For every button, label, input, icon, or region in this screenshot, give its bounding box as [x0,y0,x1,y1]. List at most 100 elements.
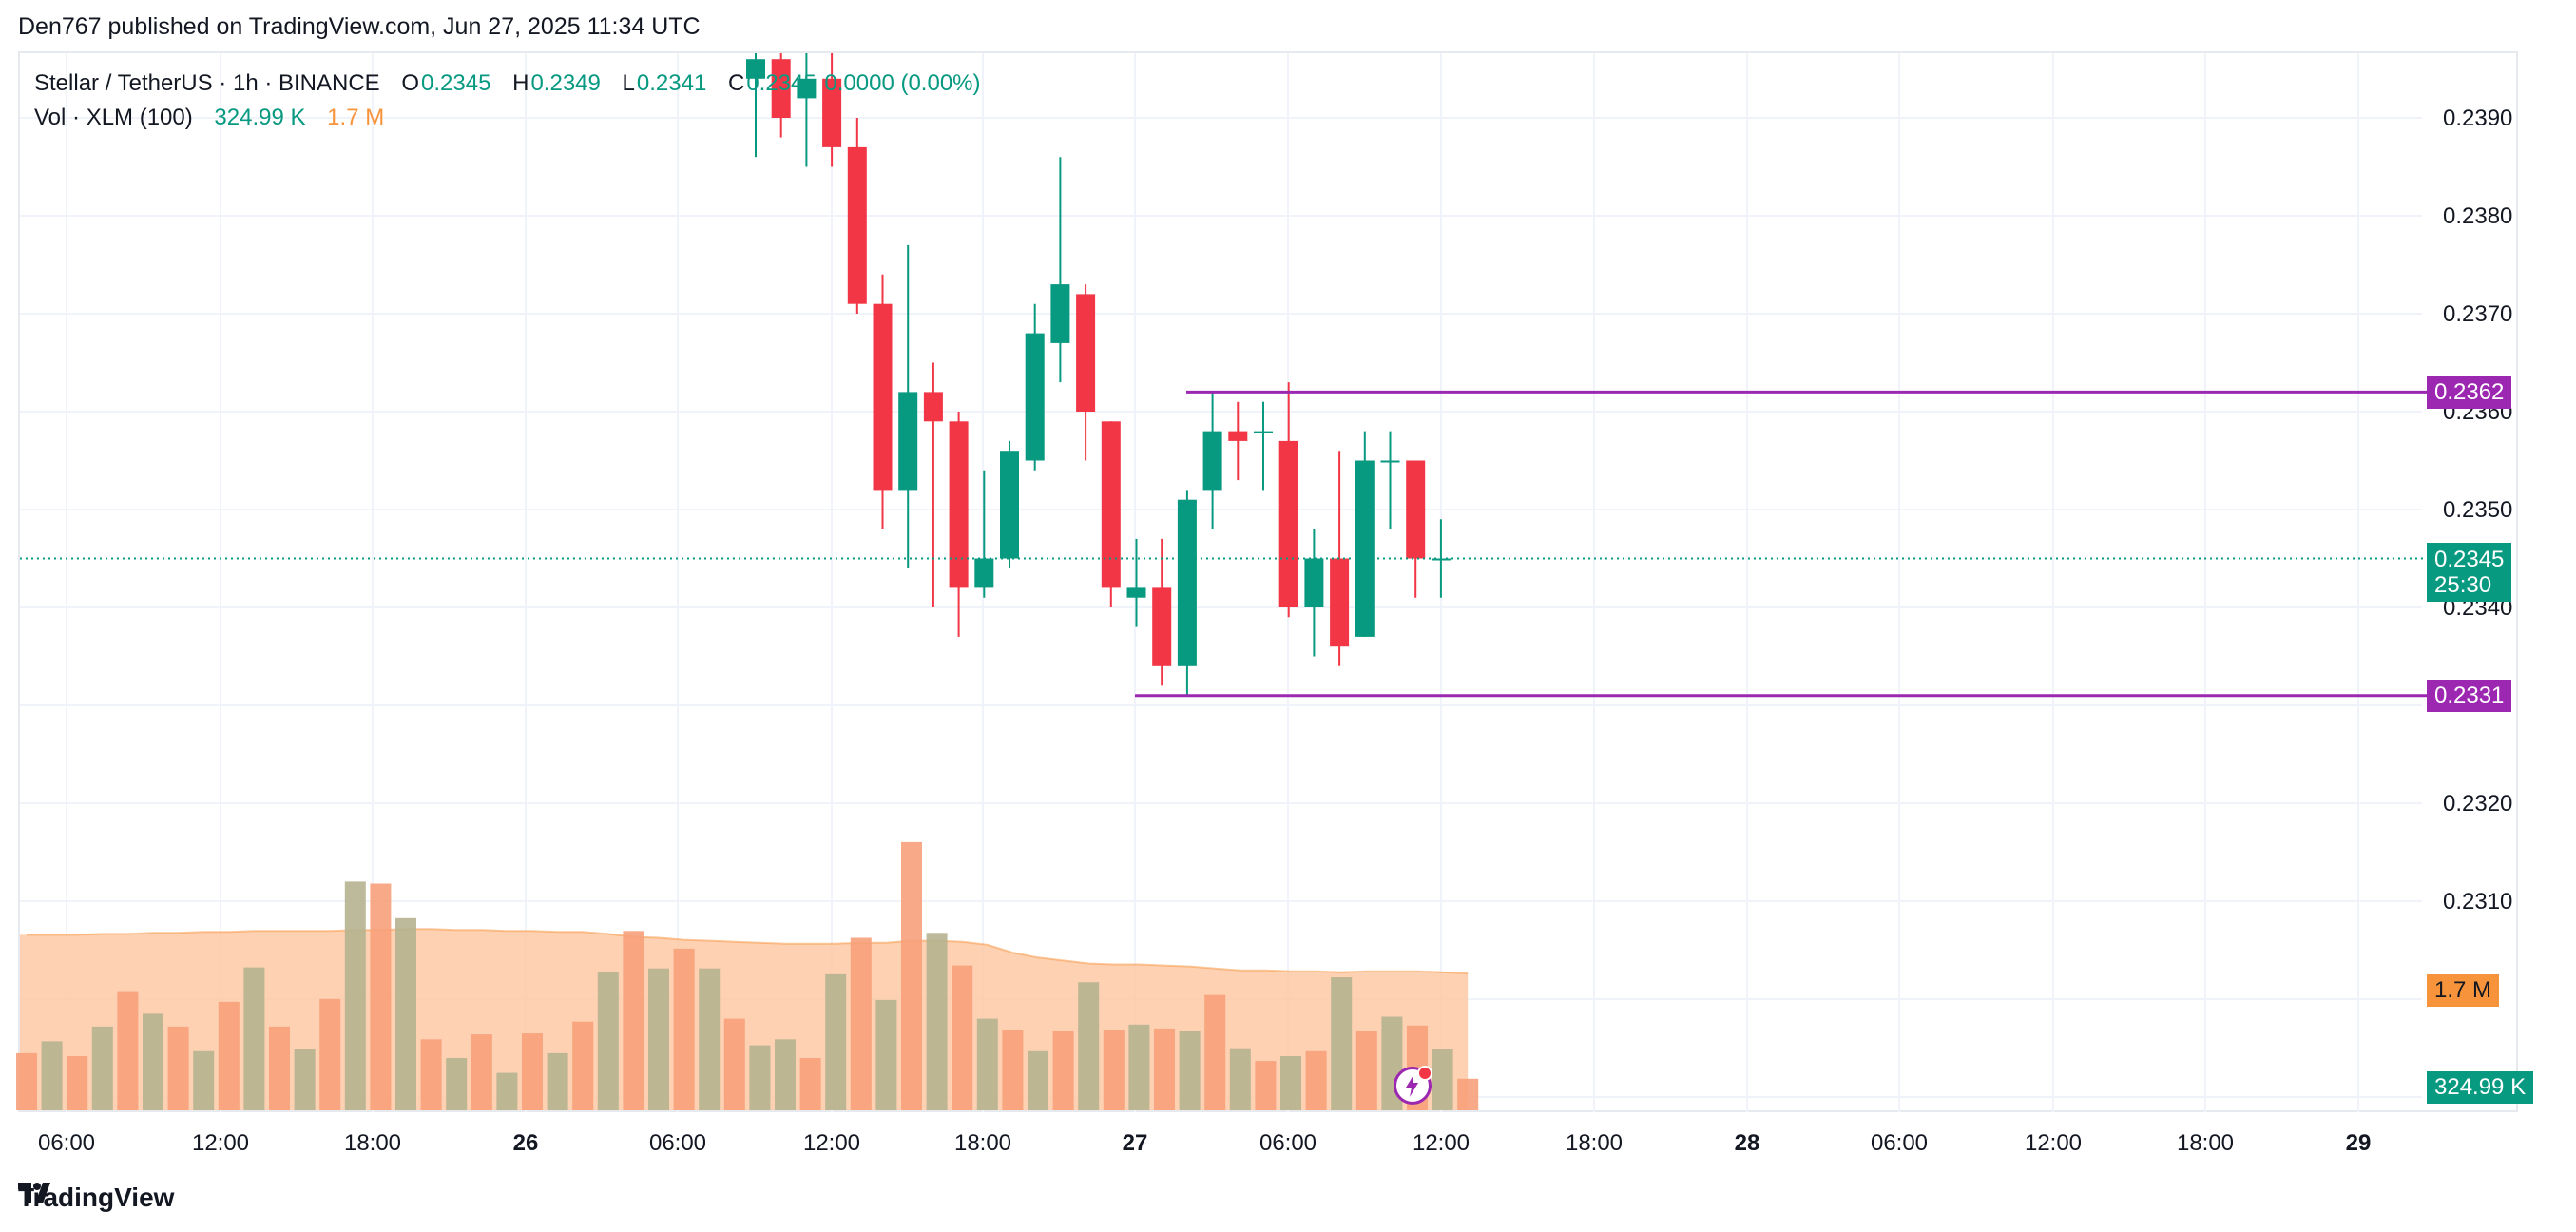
volume-bar [875,999,897,1110]
legend-h-label: H [512,70,529,96]
candle-body [822,78,842,147]
volume-bar [825,973,847,1110]
volume-bar [1432,1049,1453,1110]
countdown-value: 25:30 [2434,572,2492,598]
legend-open-value: 0.2345 [421,70,491,96]
candle-body [1101,421,1121,588]
volume-bar [699,968,721,1110]
candlesticks [746,53,1451,696]
tradingview-logo-icon [18,1183,50,1203]
legend-high-value: 0.2349 [530,70,601,96]
candle-body [746,59,765,79]
candle-body [797,78,817,99]
volume-bar [243,967,265,1110]
volume-bar [91,1026,113,1110]
publisher-line: Den767 published on TradingView.com, Jun… [18,13,701,40]
footer-brand[interactable]: TradingView [18,1183,174,1213]
volume-bar [218,1001,240,1110]
time-axis: 06:00 12:00 18:00 26 06:00 12:00 18:00 27 06:00 1… [38,1130,2371,1156]
candle-body [771,59,791,118]
volume-bar [522,1033,543,1110]
legend-volume-label[interactable]: Vol · XLM (100) [34,105,193,130]
volume-bar [1255,1061,1277,1110]
volume-bar [1078,982,1100,1110]
volume-bar [572,1021,594,1110]
volume-bar [420,1039,442,1110]
volume-bar [1028,1050,1048,1110]
candle-body [1228,431,1248,441]
legend-low-value: 0.2341 [636,70,707,96]
last-price-value: 0.2345 [2434,547,2505,572]
legend-volume-value: 324.99 K [214,105,306,130]
time-axis-label: 06:00 [1871,1130,1928,1156]
legend-symbol[interactable]: Stellar / TetherUS · 1h · BINANCE [34,70,380,96]
volume-tag: 324.99 K [2427,1071,2534,1104]
volume-bar [597,972,619,1110]
time-axis-label: 12:00 [803,1130,860,1156]
volume-bar [319,998,341,1110]
time-axis-label: 18:00 [344,1130,401,1156]
volume-bar [623,931,644,1110]
candle-body [1025,333,1045,461]
volume-bar [1457,1078,1479,1110]
flash-icon[interactable] [1394,1066,1432,1105]
legend-o-label: O [401,70,420,96]
volume-bar [952,965,973,1110]
price-axis-label: 0.2320 [2443,791,2512,817]
level-low-tag: 0.2331 [2427,680,2512,712]
volume-bar [41,1041,63,1110]
candle-body [1254,431,1273,433]
volume-bar [16,1052,37,1110]
volume-bar [1128,1024,1150,1110]
legend-change: 0.0000 (0.00%) [824,70,981,96]
volume-bar [673,948,695,1110]
time-axis-label: 29 [2346,1130,2372,1156]
volume-bar [850,937,872,1110]
time-axis-label: 06:00 [1259,1130,1317,1156]
volume-bar [446,1058,468,1110]
candle-body [1330,558,1350,647]
legend-volume-row: Vol · XLM (100) 324.99 K 1.7 M [34,101,983,135]
candle-body [1126,587,1146,598]
time-axis-label: 06:00 [38,1130,95,1156]
candle-body [1278,440,1298,607]
volume-bar [1305,1050,1327,1110]
volume-bar [976,1018,998,1110]
candle-body [898,392,918,491]
volume-bar [926,933,948,1110]
volume-bar [648,968,669,1110]
level-high-tag: 0.2362 [2427,376,2512,409]
volume-bar [901,841,922,1110]
time-axis-label: 06:00 [649,1130,706,1156]
chart-legend: Stellar / TetherUS · 1h · BINANCE O0.234… [34,67,983,135]
legend-l-label: L [622,70,635,96]
volume-bar [143,1013,163,1110]
volume-bar [395,917,416,1110]
volume-bar [749,1045,771,1110]
candle-body [1406,460,1426,559]
volume-bar [193,1050,215,1110]
volume-bar [117,991,139,1110]
time-axis-label: 28 [1735,1130,1760,1156]
candle-body [1380,460,1400,463]
volume-bar [370,883,392,1110]
volume-bar [1229,1048,1251,1110]
chart-area[interactable] [18,51,2518,1112]
volume-ma-tag: 1.7 M [2427,974,2500,1007]
volume-bar [1355,1031,1377,1110]
horizontal-levels [20,390,2427,698]
candle-body [923,392,943,422]
candle-body [1202,431,1222,491]
volume-bar [1331,977,1353,1110]
volume-bar [1052,1031,1074,1110]
time-axis-label: 18:00 [2177,1130,2234,1156]
time-axis-label: 26 [513,1130,539,1156]
candle-body [1355,460,1375,637]
time-axis-label: 18:00 [954,1130,1011,1156]
time-axis-label: 12:00 [2025,1130,2082,1156]
time-axis-label: 27 [1123,1130,1148,1156]
volume-bar [1002,1030,1024,1110]
volume-bar [344,881,366,1110]
price-axis-label: 0.2370 [2443,301,2512,327]
